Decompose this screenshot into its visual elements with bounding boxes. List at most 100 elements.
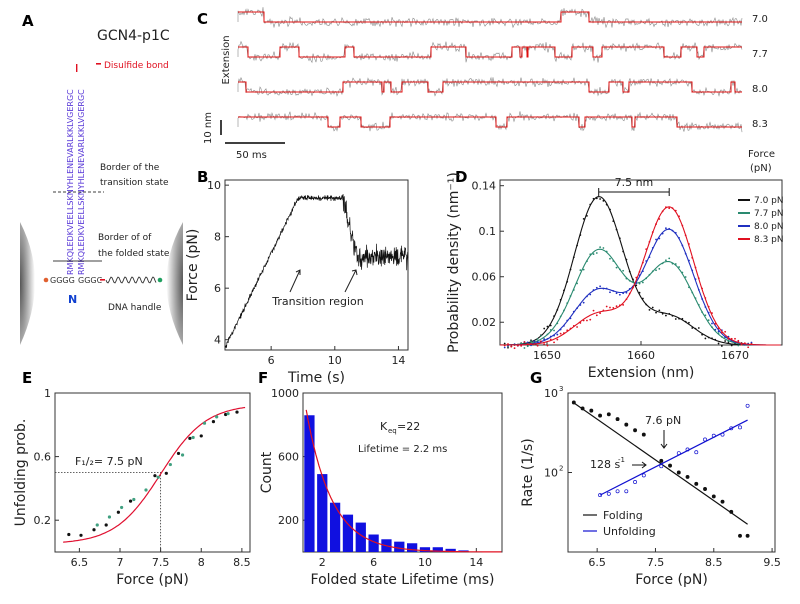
d-data-point <box>559 332 562 335</box>
d-data-point <box>734 337 736 340</box>
e-data-point-green <box>226 412 230 416</box>
panel-label-a: A <box>22 12 34 30</box>
d-curve-8.3 pN <box>500 206 781 346</box>
d-legend-label: 7.0 pN <box>754 196 784 206</box>
d-data-point <box>628 292 631 295</box>
d-data-point <box>543 327 546 330</box>
d-data-point <box>549 329 552 331</box>
d-data-point <box>717 330 720 333</box>
c-fit-trace-7.0 <box>238 11 742 23</box>
d-data-point <box>579 304 582 306</box>
d-data-point <box>539 340 542 343</box>
dna-handle-helix <box>105 276 157 284</box>
d-data-point <box>684 320 687 323</box>
d-data-point <box>582 301 585 304</box>
panel-f-lifetime-hist: 2 6 10 14 200 600 1000 Folded state Lifetime (m… <box>259 387 503 588</box>
f-lifetime-label: Lifetime = 2.2 ms <box>358 444 447 455</box>
d-data-point <box>628 287 631 290</box>
d-data-point <box>707 336 710 339</box>
d-data-point <box>592 289 595 291</box>
d-data-point <box>641 297 644 300</box>
d-data-point <box>720 345 723 347</box>
d-data-point <box>645 248 648 251</box>
d-data-point <box>543 338 546 341</box>
f-bar <box>329 502 341 552</box>
g-data-point-Unfolding <box>703 437 707 442</box>
d-data-point <box>628 270 631 273</box>
d-data-point <box>638 282 641 285</box>
d-data-point <box>651 270 654 273</box>
e-fit-curve <box>63 406 246 543</box>
d-data-point <box>553 341 555 344</box>
d-data-point <box>559 315 562 318</box>
d-data-point <box>681 244 684 247</box>
g-xlabel: Force (pN) <box>635 572 708 588</box>
d-data-point <box>569 295 572 297</box>
d-data-point <box>625 298 628 301</box>
d-data-point <box>549 335 552 338</box>
d-data-point <box>668 207 671 210</box>
d-data-point <box>599 285 602 288</box>
g-data-point-Folding <box>720 499 725 504</box>
d-data-point <box>661 210 664 213</box>
d-data-point <box>671 314 674 317</box>
g-data-point-Unfolding <box>606 491 611 496</box>
b-arrow-left <box>289 269 301 293</box>
e-ytick-label: 0.6 <box>34 451 52 464</box>
panel-d-histograms: 1650 1660 1670 0.02 0.06 0.1 0.14 Extension (nm… <box>446 172 784 381</box>
d-data-point <box>648 273 651 276</box>
d-data-point <box>602 199 605 202</box>
f-keq-sub: eq <box>388 427 397 435</box>
c-force-value: 7.0 <box>752 14 768 25</box>
g-data-point-Folding <box>633 428 638 433</box>
left-bead-attachment <box>43 277 49 283</box>
d-data-point <box>697 327 700 329</box>
d-data-point <box>661 232 664 235</box>
e-data-point-black <box>188 436 192 440</box>
d-ytick-label: 0.14 <box>472 180 497 193</box>
d-data-point <box>747 346 750 349</box>
e-data-point-black <box>104 523 108 527</box>
d-data-point <box>546 344 549 347</box>
d-data-point <box>645 277 648 280</box>
d-data-point <box>668 312 671 315</box>
d-data-point <box>589 293 592 296</box>
e-data-point-green <box>202 421 207 425</box>
panel-label-e: E <box>22 369 32 387</box>
g-data-point-Folding <box>641 432 646 437</box>
folded-border-label-2: the folded state <box>98 249 170 259</box>
e-data-point-black <box>67 532 71 537</box>
g-data-point-Unfolding <box>633 480 638 484</box>
d-data-point <box>688 286 690 289</box>
e-data-point-black <box>128 499 133 503</box>
panel-a-schematic: GCN4-p1C Disulfide bond RMKQLEDKVEELLSKN… <box>20 28 183 345</box>
d-data-point <box>632 286 634 289</box>
d-data-point <box>727 338 730 340</box>
d-xtick-label: 1650 <box>533 349 561 362</box>
d-data-point <box>635 282 638 285</box>
d-data-point <box>609 208 611 211</box>
d-data-point <box>566 319 569 322</box>
g-xtick-label: 7.5 <box>647 556 665 569</box>
d-data-point <box>605 287 608 290</box>
d-data-point <box>704 306 707 308</box>
e-data-point-black <box>176 451 181 456</box>
d-data-point <box>641 281 644 284</box>
panel-label-c: C <box>197 10 208 28</box>
d-data-point <box>641 270 644 273</box>
d-legend-label: 8.0 pN <box>754 222 784 232</box>
d-curve-8.0 pN <box>500 228 781 346</box>
d-data-point <box>576 282 578 285</box>
d-data-point <box>701 298 703 300</box>
d-data-point <box>526 343 529 345</box>
f-bar <box>342 514 354 552</box>
e-data-point-black <box>153 474 157 478</box>
g-data-point-Unfolding <box>685 447 690 452</box>
g-data-point-Unfolding <box>624 489 629 494</box>
g-ytick-label: 10 <box>544 387 558 400</box>
d-data-point <box>612 220 615 222</box>
d-ytick-label: 0.02 <box>472 316 497 329</box>
d-data-point <box>533 343 536 346</box>
g-ylabel: Rate (1/s) <box>520 438 536 506</box>
d-data-point <box>638 291 641 294</box>
